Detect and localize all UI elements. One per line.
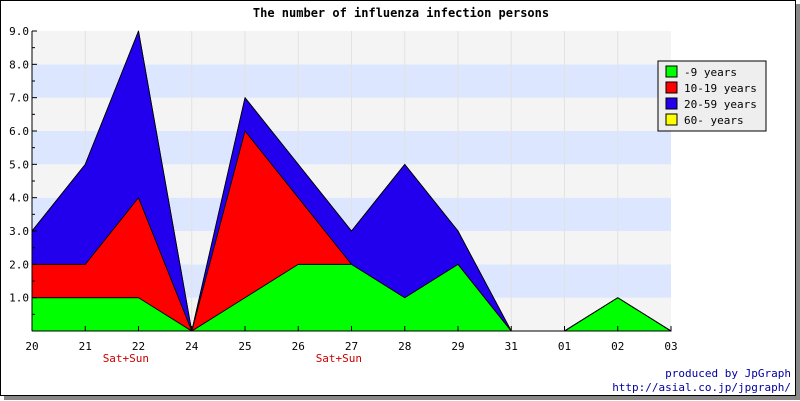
legend-label: 60- years bbox=[684, 114, 744, 127]
y-tick-label: 6.0 bbox=[9, 125, 29, 138]
y-tick-label: 9.0 bbox=[9, 25, 29, 38]
x-tick-label: 26 bbox=[292, 340, 305, 353]
axes bbox=[31, 30, 672, 332]
x-tick-label: 01 bbox=[558, 340, 571, 353]
x-tick-label: 21 bbox=[79, 340, 92, 353]
legend-label: 20-59 years bbox=[684, 98, 757, 111]
legend-swatch bbox=[665, 97, 678, 110]
weekend-label: Sat+Sun bbox=[103, 352, 149, 365]
x-tick-label: 02 bbox=[611, 340, 624, 353]
chart-title: The number of influenza infection person… bbox=[253, 6, 549, 20]
x-tick-label: 03 bbox=[664, 340, 677, 353]
legend-swatch bbox=[665, 113, 678, 126]
credit-line-2: http://asial.co.jp/jpgraph/ bbox=[612, 381, 791, 394]
x-tick-labels: 20 21 22 24 25 26 27 28 29 31 01 02 03 Sat+Sun Sat+Sun bbox=[25, 340, 677, 365]
x-tick-label: 25 bbox=[238, 340, 251, 353]
legend-label: -9 years bbox=[684, 66, 737, 79]
y-tick-label: 5.0 bbox=[9, 158, 29, 171]
x-tick-label: 24 bbox=[185, 340, 199, 353]
x-tick-label: 28 bbox=[398, 340, 411, 353]
y-tick-label: 2.0 bbox=[9, 258, 29, 271]
y-tick-label: 7.0 bbox=[9, 92, 29, 105]
y-tick-labels: 9.0 8.0 7.0 6.0 5.0 4.0 3.0 2.0 1.0 bbox=[9, 25, 29, 305]
x-tick-label: 29 bbox=[451, 340, 464, 353]
y-tick-label: 8.0 bbox=[9, 58, 29, 71]
x-tick-label: 20 bbox=[25, 340, 38, 353]
weekend-label: Sat+Sun bbox=[316, 352, 362, 365]
y-tick-label: 3.0 bbox=[9, 225, 29, 238]
y-tick-label: 1.0 bbox=[9, 292, 29, 305]
legend: -9 years 10-19 years 20-59 years 60- years bbox=[657, 60, 767, 132]
legend-swatch bbox=[665, 81, 678, 94]
legend-swatch bbox=[665, 65, 678, 78]
legend-label: 10-19 years bbox=[684, 82, 757, 95]
x-tick-label: 31 bbox=[505, 340, 518, 353]
y-tick-label: 4.0 bbox=[9, 192, 29, 205]
x-tick-label: 27 bbox=[345, 340, 358, 353]
credit-line-1: produced by JpGraph bbox=[665, 367, 791, 380]
x-tick-label: 22 bbox=[132, 340, 145, 353]
